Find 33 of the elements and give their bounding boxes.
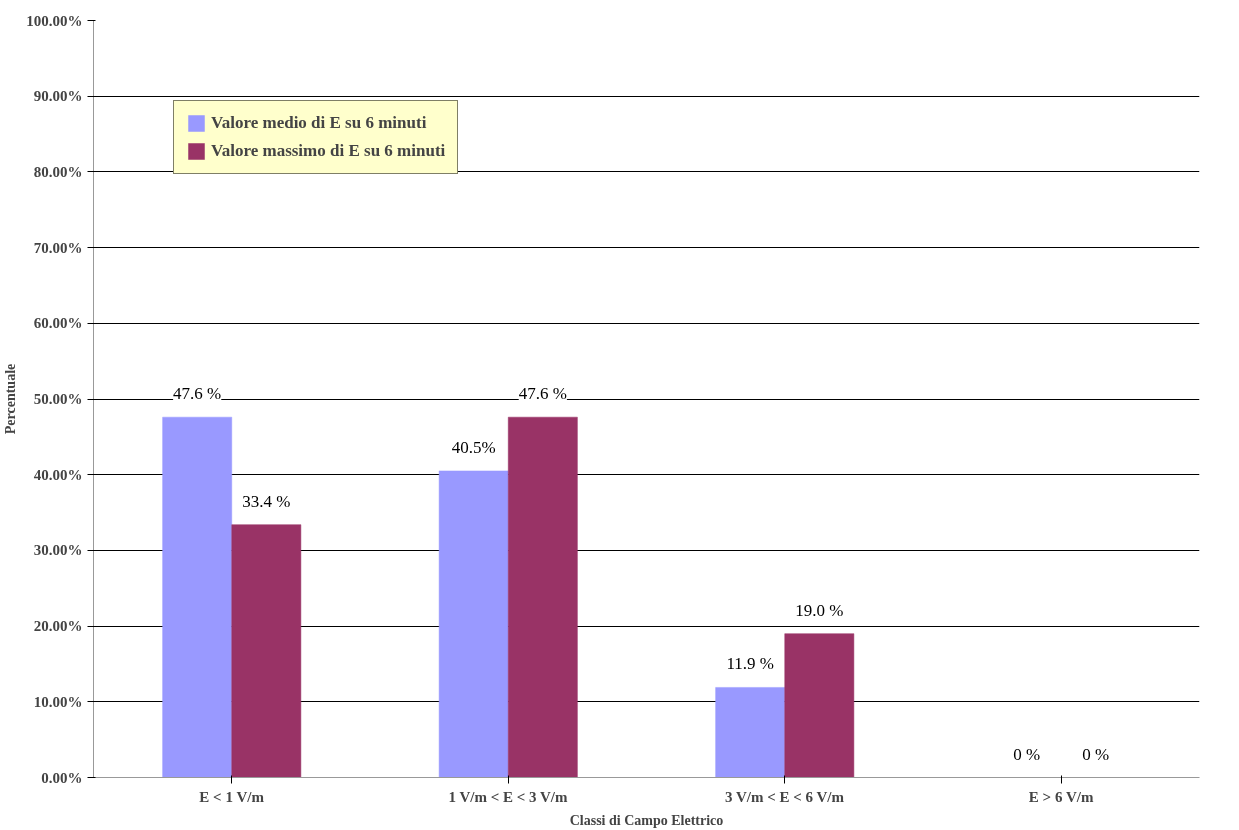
y-tick-label: 30.00% — [33, 542, 83, 559]
y-tick-label: 0.00% — [41, 769, 83, 786]
legend-label: Valore medio di E su 6 minuti — [211, 113, 427, 133]
legend-label: Valore massimo di E su 6 minuti — [211, 141, 446, 161]
x-tick-label: 1 V/m < E < 3 V/m — [448, 788, 569, 805]
data-label: 19.0 % — [795, 600, 844, 620]
y-tick-label: 90.00% — [33, 88, 83, 105]
y-axis-title: Percentuale — [3, 363, 19, 435]
y-tick-label: 50.00% — [33, 391, 83, 407]
data-label: 11.9 % — [726, 654, 774, 674]
data-label: 47.6 % — [518, 384, 567, 404]
data-label: 0 % — [1082, 744, 1110, 764]
data-label: 47.6 % — [173, 384, 222, 404]
bar — [508, 416, 578, 778]
y-tick-label: 80.00% — [33, 163, 83, 180]
y-tick-label: 100.00% — [26, 12, 83, 29]
data-label: 0 % — [1013, 744, 1041, 764]
x-tick-label: 3 V/m < E < 6 V/m — [724, 788, 845, 805]
bar — [231, 524, 302, 778]
bar — [162, 416, 232, 778]
x-tick-label: E < 1 V/m — [199, 788, 265, 805]
data-label: 40.5% — [451, 437, 496, 457]
y-tick-label: 70.00% — [33, 239, 83, 256]
x-tick-label: E > 6 V/m — [1028, 788, 1094, 805]
y-tick-label: 40.00% — [33, 466, 83, 483]
bar — [438, 470, 509, 778]
y-tick-label: 10.00% — [33, 693, 83, 710]
bar — [715, 687, 785, 778]
y-tick-label: 20.00% — [33, 618, 83, 635]
y-tick-label: 60.00% — [33, 315, 83, 332]
data-label: 33.4 % — [242, 491, 291, 511]
x-axis-title: Classi di Campo Elettrico — [569, 812, 724, 828]
bar — [784, 633, 855, 778]
